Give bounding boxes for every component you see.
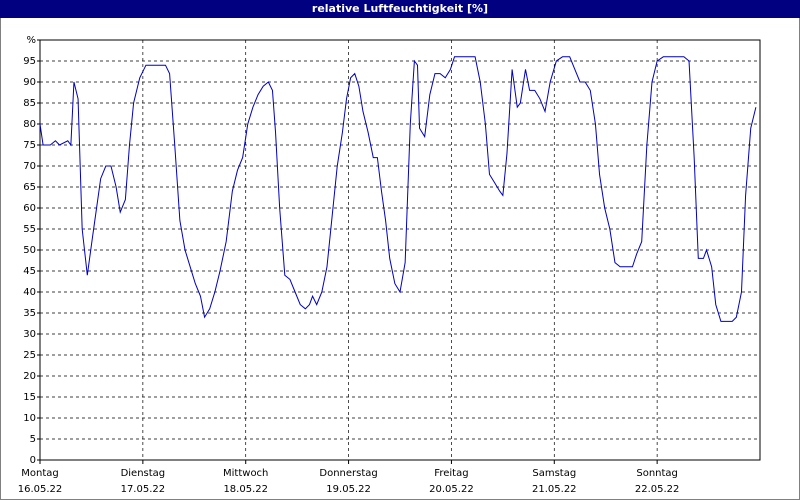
- x-tick-label: Sonntag: [636, 468, 678, 479]
- y-tick-label: 25: [23, 350, 36, 361]
- x-tick-date: 21.05.22: [532, 484, 577, 495]
- x-tick-date: 19.05.22: [326, 484, 371, 495]
- y-tick-label: 15: [23, 392, 36, 403]
- x-tick-label: Samstag: [532, 468, 576, 479]
- y-tick-label: 85: [23, 98, 36, 109]
- x-tick-label: Mittwoch: [223, 468, 268, 479]
- x-tick-label: Donnerstag: [319, 468, 377, 479]
- x-tick-date: 16.05.22: [18, 484, 63, 495]
- y-tick-label: 80: [23, 119, 36, 130]
- y-tick-label: 65: [23, 182, 36, 193]
- y-tick-label: 45: [23, 266, 36, 277]
- y-tick-label: 70: [23, 161, 36, 172]
- y-tick-label: 60: [23, 203, 36, 214]
- y-tick-label: 30: [23, 329, 36, 340]
- plot-area: 0 5 10 15 20 25 30 35 40 45 50 55 60 65 70 75 80 85 90 95% M…: [18, 35, 761, 495]
- axes-box: [39, 39, 761, 461]
- y-tick-label: %: [26, 35, 36, 46]
- x-tick-date: 22.05.22: [635, 484, 680, 495]
- y-tick-label: 40: [23, 287, 36, 298]
- y-tick-label: 55: [23, 224, 36, 235]
- x-tick-date: 17.05.22: [121, 484, 166, 495]
- y-tick-label: 5: [30, 434, 36, 445]
- data-line: [39, 56, 757, 322]
- y-tick-label: 0: [30, 455, 36, 466]
- x-tick-date: 18.05.22: [223, 484, 268, 495]
- y-tick-label: 75: [23, 140, 36, 151]
- y-tick-label: 90: [23, 77, 36, 88]
- chart-title: relative Luftfeuchtigkeit [%]: [312, 2, 488, 15]
- x-tick-label: Freitag: [434, 468, 468, 479]
- title-bar: [0, 0, 800, 18]
- y-tick-label: 10: [23, 413, 36, 424]
- y-tick-label: 50: [23, 245, 36, 256]
- y-tick-label: 35: [23, 308, 36, 319]
- y-tick-label: 20: [23, 371, 36, 382]
- y-tick-label: 95: [23, 56, 36, 67]
- x-tick-date: 20.05.22: [429, 484, 474, 495]
- x-tick-label: Montag: [21, 468, 58, 479]
- x-tick-label: Dienstag: [121, 468, 166, 479]
